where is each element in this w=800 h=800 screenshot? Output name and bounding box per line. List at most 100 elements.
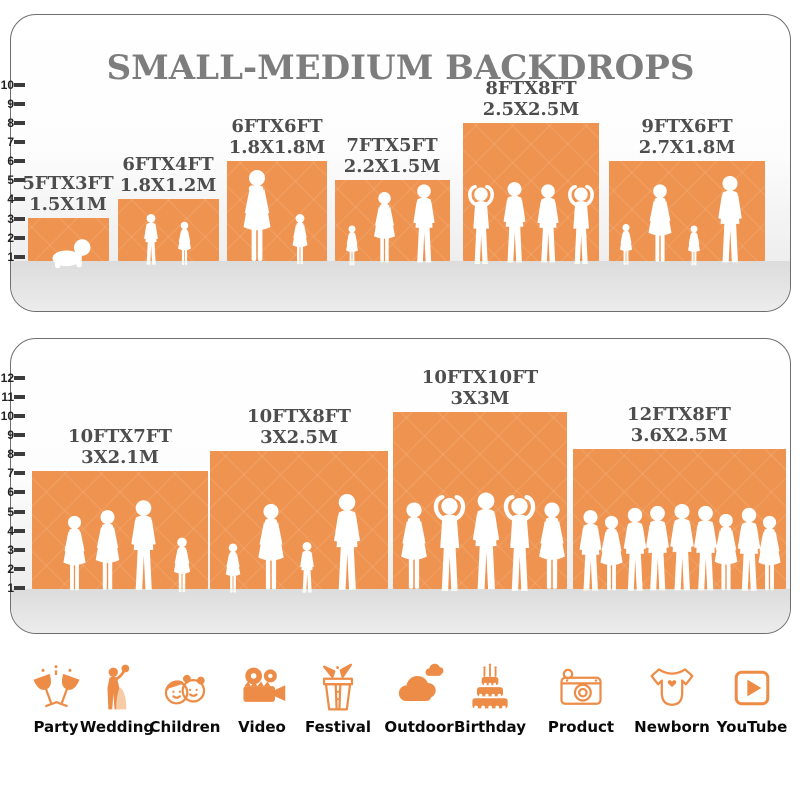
tick-mark	[14, 82, 25, 87]
bar-10ftx8ft	[210, 451, 388, 593]
tick-mark	[14, 196, 25, 201]
party-icon	[33, 665, 80, 708]
size-ft: 8FTX8FT	[485, 78, 577, 99]
people-silhouettes	[619, 175, 742, 266]
size-m: 3.6X2.5M	[630, 425, 728, 446]
size-ft: 6FTX4FT	[122, 154, 214, 175]
bar-label: 8FTX8FT 2.5X2.5M	[483, 78, 580, 120]
panel1-floor	[11, 261, 790, 311]
bar-12ftx8ft	[573, 449, 786, 591]
ruler-tick-4: 4	[0, 190, 25, 206]
size-ft: 9FTX6FT	[641, 116, 733, 137]
ruler-tick-1: 1	[0, 579, 25, 595]
ruler-tick-6: 6	[0, 152, 25, 168]
bar-label: 10FTX7FT 3X2.1M	[68, 426, 172, 468]
people-silhouettes	[144, 214, 191, 265]
category-festival: Festival	[296, 662, 380, 757]
people-silhouettes	[63, 500, 191, 593]
children-icon	[164, 674, 206, 705]
size-m: 1.8X1.8M	[228, 137, 326, 158]
people-silhouettes	[225, 494, 360, 593]
category-youtube: YouTube	[710, 662, 794, 757]
size-m: 3X2.1M	[81, 447, 159, 468]
bar-9ftx6ft	[609, 161, 765, 266]
category-label: Video	[238, 718, 286, 736]
tick-mark	[14, 547, 25, 552]
festival-icon	[322, 663, 354, 711]
bar-6ftx6ft	[227, 161, 327, 265]
bar-label: 7FTX5FT 2.2X1.5M	[344, 135, 441, 177]
category-wedding: Wedding	[75, 662, 159, 757]
bar-label: 10FTX10FT 3X3M	[422, 367, 538, 409]
people-silhouettes	[52, 239, 91, 269]
panel2-floor	[11, 589, 790, 633]
category-label: Children	[149, 718, 221, 736]
ruler-tick-10: 10	[0, 407, 25, 423]
ruler-tick-11: 11	[0, 388, 25, 404]
category-children: Children	[143, 662, 227, 757]
tick-mark	[14, 451, 25, 456]
outdoor-icon	[398, 663, 444, 701]
bar-label: 6FTX6FT 1.8X1.8M	[229, 116, 326, 158]
tick-mark	[14, 509, 25, 514]
people-silhouettes	[346, 184, 435, 266]
tick-mark	[14, 375, 25, 380]
ruler-tick-3: 3	[0, 541, 25, 557]
size-m: 1.8X1.2M	[119, 175, 217, 196]
category-video: Video	[220, 662, 304, 757]
people-silhouettes	[579, 503, 781, 591]
tick-mark	[14, 489, 25, 494]
video-icon	[243, 667, 286, 702]
tick-mark	[14, 120, 25, 125]
tick-mark	[14, 235, 25, 240]
tick-mark	[14, 394, 25, 399]
size-ft: 10FTX7FT	[68, 426, 172, 447]
ruler-tick-6: 6	[0, 483, 25, 499]
size-ft: 10FTX10FT	[421, 367, 539, 388]
tick-mark	[14, 470, 25, 475]
tick-mark	[14, 585, 25, 590]
size-m: 1.5X1M	[29, 194, 107, 215]
size-ft: 12FTX8FT	[627, 404, 731, 425]
category-label: Newborn	[634, 718, 710, 736]
tick-mark	[14, 158, 25, 163]
size-m: 2.2X1.5M	[343, 156, 441, 177]
newborn-icon	[650, 668, 694, 706]
ruler-tick-9: 9	[0, 95, 25, 111]
bar-label: 12FTX8FT 3.6X2.5M	[627, 404, 731, 446]
category-label: Birthday	[454, 718, 526, 736]
tick-mark	[14, 566, 25, 571]
category-newborn: Newborn	[630, 662, 714, 757]
category-label: Party	[33, 718, 79, 736]
small-medium-panel: SMALL-MEDIUM BACKDROPS	[10, 14, 791, 312]
tick-mark	[14, 101, 25, 106]
size-m: 2.5X2.5M	[482, 99, 580, 120]
size-ft: 10FTX8FT	[247, 406, 351, 427]
bar-10ftx10ft	[393, 412, 567, 589]
ruler-tick-8: 8	[0, 445, 25, 461]
people-silhouettes	[401, 492, 565, 599]
bar-label: 10FTX8FT 3X2.5M	[247, 406, 351, 448]
category-birthday: Birthday	[448, 662, 532, 757]
product-icon	[560, 668, 602, 705]
size-m: 2.7X1.8M	[638, 137, 736, 158]
ruler-tick-9: 9	[0, 426, 25, 442]
category-outdoor: Outdoor	[377, 662, 461, 757]
category-label: Festival	[304, 718, 372, 736]
tick-mark	[14, 139, 25, 144]
medium-large-panel: 10FTX7FT 3X2.1M 10FTX8FT 3X2.5M 10FTX10F…	[10, 338, 791, 634]
page-title: SMALL-MEDIUM BACKDROPS	[106, 48, 695, 88]
tick-mark	[14, 413, 25, 418]
tick-mark	[14, 432, 25, 437]
bar-8ftx8ft	[463, 123, 599, 266]
ruler-tick-2: 2	[0, 560, 25, 576]
size-m: 3X2.5M	[260, 427, 338, 448]
bar-label: 6FTX4FT 1.8X1.2M	[120, 154, 217, 196]
ruler-tick-7: 7	[0, 133, 25, 149]
tick-mark	[14, 254, 25, 259]
bar-label: 5FTX3FT 1.5X1M	[22, 173, 113, 215]
bar-6ftx4ft	[118, 199, 219, 265]
ruler-tick-12: 12	[0, 369, 25, 385]
birthday-icon	[472, 663, 508, 710]
